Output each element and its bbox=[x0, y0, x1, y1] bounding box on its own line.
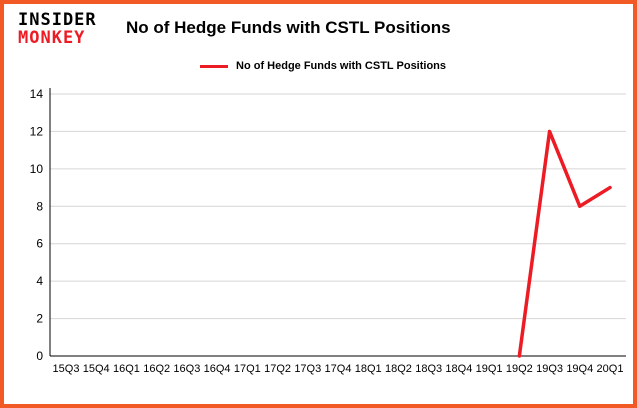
insider-monkey-logo: INSIDER MONKEY bbox=[18, 10, 97, 48]
y-tick-label: 2 bbox=[36, 312, 43, 326]
x-tick-label: 16Q3 bbox=[173, 363, 200, 375]
x-tick-label: 20Q1 bbox=[597, 363, 624, 375]
x-tick-label: 19Q1 bbox=[476, 363, 503, 375]
x-tick-label: 16Q4 bbox=[204, 363, 231, 375]
data-line-series bbox=[517, 129, 612, 358]
y-tick-label: 4 bbox=[36, 274, 43, 288]
x-tick-label: 18Q4 bbox=[445, 363, 472, 375]
logo-monkey-text: MONKEY bbox=[18, 27, 86, 48]
x-tick-label: 17Q4 bbox=[325, 363, 352, 375]
y-tick-label: 12 bbox=[30, 124, 44, 138]
y-tick-label: 8 bbox=[36, 199, 43, 213]
x-tick-label: 17Q3 bbox=[294, 363, 321, 375]
logo-insider-text: INSIDER bbox=[18, 10, 97, 30]
x-tick-label: 16Q1 bbox=[113, 363, 140, 375]
x-tick-label: 18Q1 bbox=[355, 363, 382, 375]
x-tick-label: 17Q1 bbox=[234, 363, 261, 375]
legend: No of Hedge Funds with CSTL Positions bbox=[200, 60, 446, 72]
x-tick-label: 19Q4 bbox=[566, 363, 593, 375]
x-tick-label: 19Q3 bbox=[536, 363, 563, 375]
chart-title: No of Hedge Funds with CSTL Positions bbox=[126, 18, 451, 37]
x-tick-label: 18Q3 bbox=[415, 363, 442, 375]
y-tick-label: 6 bbox=[36, 237, 43, 251]
legend-label: No of Hedge Funds with CSTL Positions bbox=[236, 60, 447, 72]
y-tick-label: 0 bbox=[36, 349, 43, 363]
x-tick-label: 15Q3 bbox=[53, 363, 80, 375]
x-tick-label: 17Q2 bbox=[264, 363, 291, 375]
x-tick-label: 16Q2 bbox=[143, 363, 170, 375]
y-tick-label: 14 bbox=[30, 87, 44, 101]
x-tick-label: 18Q2 bbox=[385, 363, 412, 375]
legend-line-swatch bbox=[200, 64, 228, 68]
x-tick-label: 19Q2 bbox=[506, 363, 533, 375]
x-tick-label: 15Q4 bbox=[83, 363, 110, 375]
y-tick-label: 10 bbox=[30, 162, 44, 176]
